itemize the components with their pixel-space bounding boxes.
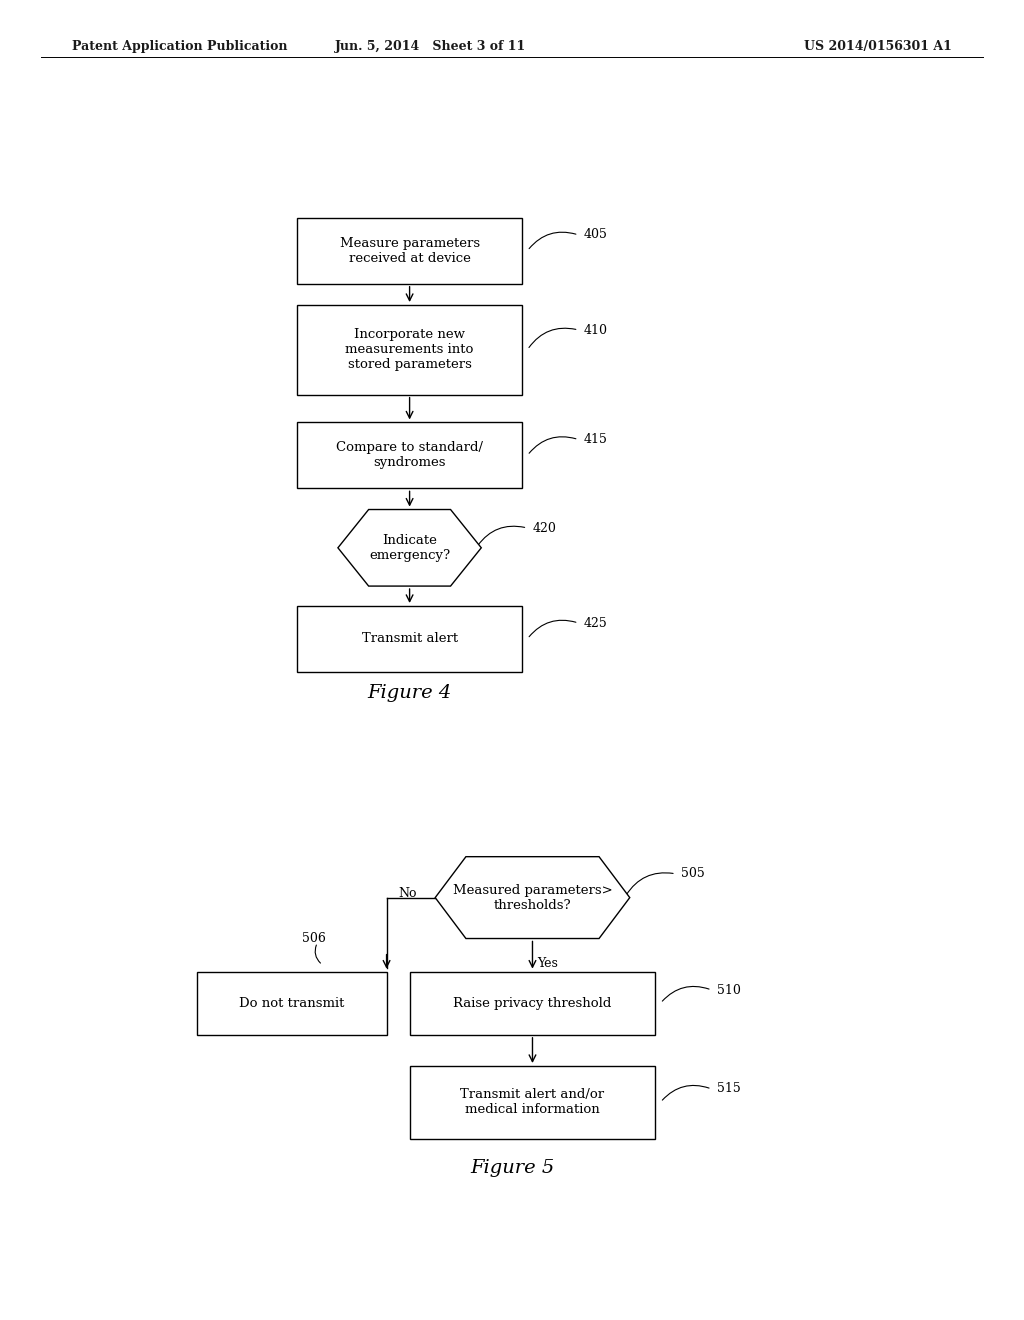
Text: Jun. 5, 2014   Sheet 3 of 11: Jun. 5, 2014 Sheet 3 of 11 xyxy=(335,40,525,53)
Text: Figure 5: Figure 5 xyxy=(470,1159,554,1177)
Text: 510: 510 xyxy=(717,983,740,997)
Text: Transmit alert: Transmit alert xyxy=(361,632,458,645)
Text: Figure 4: Figure 4 xyxy=(368,684,452,702)
Text: Indicate
emergency?: Indicate emergency? xyxy=(369,533,451,562)
Text: US 2014/0156301 A1: US 2014/0156301 A1 xyxy=(805,40,952,53)
Text: Do not transmit: Do not transmit xyxy=(240,997,344,1010)
Text: 505: 505 xyxy=(681,867,705,880)
Text: 415: 415 xyxy=(584,433,607,446)
Text: 506: 506 xyxy=(302,932,326,945)
Text: Transmit alert and/or
medical information: Transmit alert and/or medical informatio… xyxy=(461,1088,604,1117)
FancyBboxPatch shape xyxy=(297,218,522,284)
FancyBboxPatch shape xyxy=(297,305,522,395)
FancyBboxPatch shape xyxy=(297,422,522,488)
Text: 420: 420 xyxy=(532,521,556,535)
Text: Measure parameters
received at device: Measure parameters received at device xyxy=(340,236,479,265)
Text: 515: 515 xyxy=(717,1082,740,1096)
Text: No: No xyxy=(398,887,417,900)
FancyBboxPatch shape xyxy=(297,606,522,672)
Text: 425: 425 xyxy=(584,616,607,630)
Text: 410: 410 xyxy=(584,323,607,337)
Text: Incorporate new
measurements into
stored parameters: Incorporate new measurements into stored… xyxy=(345,329,474,371)
Text: Measured parameters>
thresholds?: Measured parameters> thresholds? xyxy=(453,883,612,912)
Polygon shape xyxy=(338,510,481,586)
Text: Compare to standard/
syndromes: Compare to standard/ syndromes xyxy=(336,441,483,470)
Polygon shape xyxy=(435,857,630,939)
Text: Patent Application Publication: Patent Application Publication xyxy=(72,40,287,53)
FancyBboxPatch shape xyxy=(197,972,386,1035)
Text: Yes: Yes xyxy=(538,957,558,970)
FancyBboxPatch shape xyxy=(410,1067,655,1138)
Text: 405: 405 xyxy=(584,228,607,242)
Text: Raise privacy threshold: Raise privacy threshold xyxy=(454,997,611,1010)
FancyBboxPatch shape xyxy=(410,972,655,1035)
